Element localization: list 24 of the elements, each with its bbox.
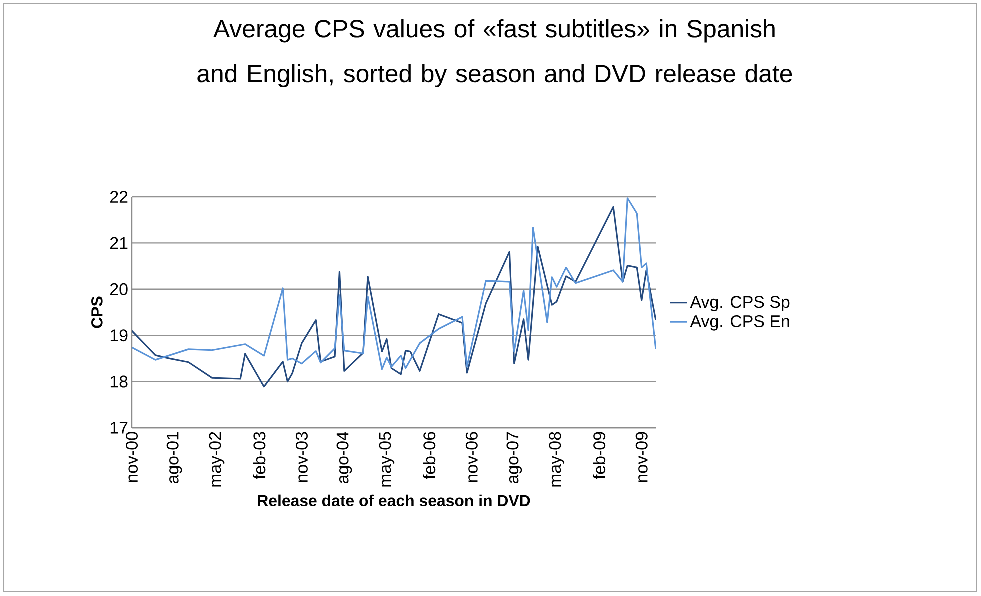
legend-label: Avg. CPS En: [690, 315, 790, 331]
x-tick-label: feb-09: [593, 432, 606, 480]
x-tick-label: nov-00: [126, 432, 138, 482]
x-tick-label: nov-03: [296, 432, 308, 482]
x-tick-label: ago-01: [166, 432, 182, 484]
x-tick-label: may-02: [209, 432, 225, 487]
x-tick-label: may-08: [549, 432, 565, 487]
y-tick-label: 20: [110, 283, 128, 296]
x-tick-label: feb-06: [423, 432, 436, 480]
chart-title: Average CPS values of «fast subtitles» in Spanish and English, sorted by season and DVD release date: [198, 20, 792, 88]
y-tick-label: 18: [110, 376, 128, 388]
x-tick-label: feb-03: [253, 432, 266, 480]
y-axis-title: CPS: [92, 296, 103, 328]
x-tick-label: may-05: [379, 432, 395, 487]
legend-label: Avg. CPS Sp: [690, 296, 790, 312]
y-tick-label: 22: [110, 191, 128, 203]
x-tick-label: ago-04: [336, 432, 352, 484]
x-tick-label: ago-07: [506, 432, 522, 484]
x-tick-label: nov-06: [466, 432, 478, 482]
y-tick-label: 17: [110, 422, 128, 434]
y-tick-label: 19: [110, 330, 128, 342]
x-tick-label: nov-09: [636, 432, 648, 482]
y-tick-label: 21: [110, 237, 128, 250]
x-axis-title: Release date of each season in DVD: [258, 494, 530, 507]
